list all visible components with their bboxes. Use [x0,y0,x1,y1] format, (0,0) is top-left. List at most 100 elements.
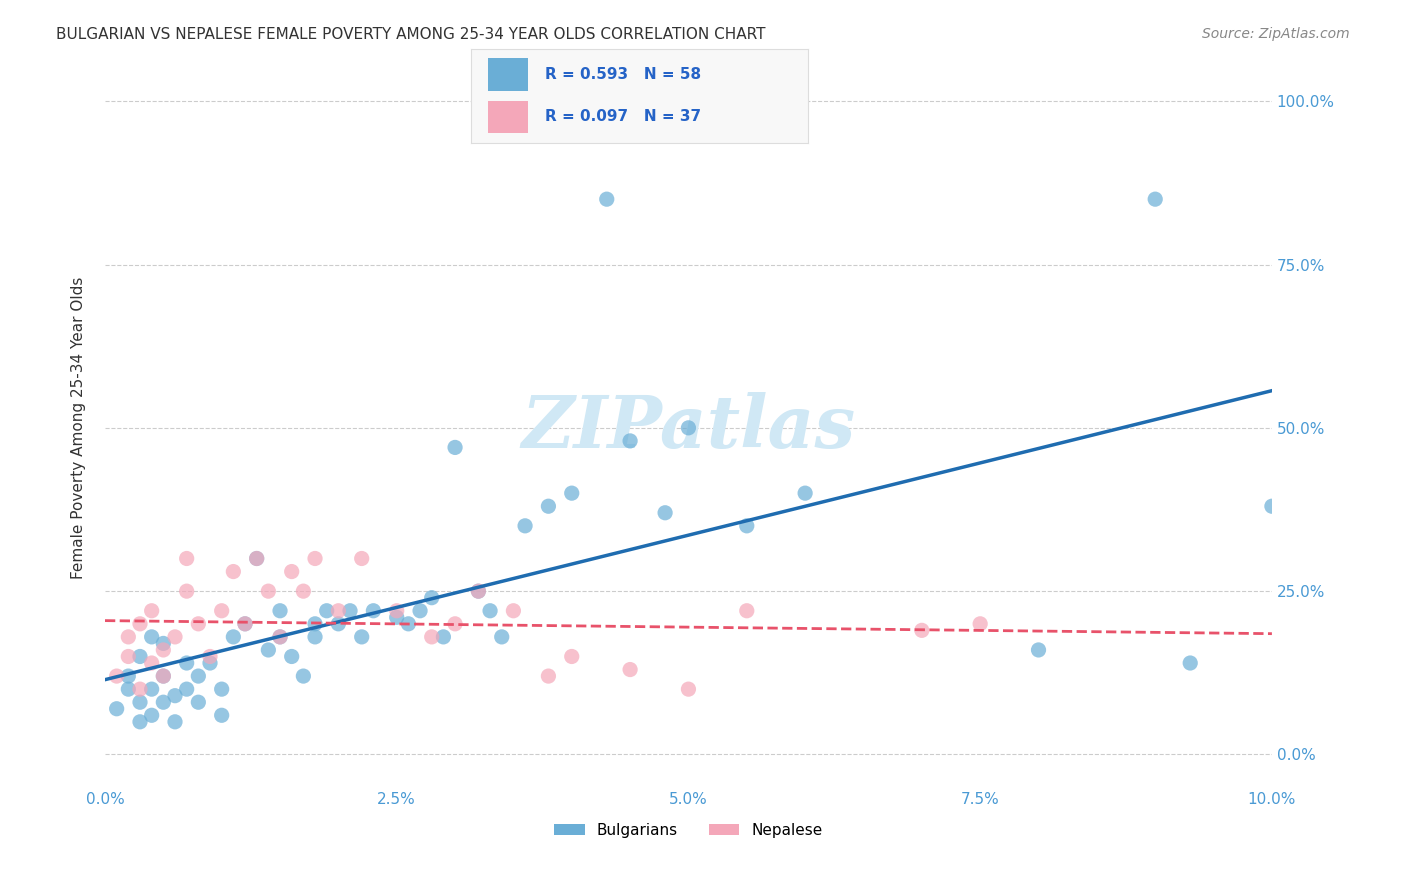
Text: R = 0.593   N = 58: R = 0.593 N = 58 [546,67,702,82]
Point [129,682,152,697]
Point [432,630,454,644]
Point [211,604,233,618]
Text: BULGARIAN VS NEPALESE FEMALE POVERTY AMONG 25-34 YEAR OLDS CORRELATION CHART: BULGARIAN VS NEPALESE FEMALE POVERTY AMO… [56,27,766,42]
Point [396,616,419,631]
Point [596,192,619,206]
Point [198,649,221,664]
Point [152,669,174,683]
Point [269,630,291,644]
Point [257,643,280,657]
Point [117,682,139,697]
Point [222,565,245,579]
Point [513,518,536,533]
Point [105,669,128,683]
Point [129,649,152,664]
Point [141,656,163,670]
Point [152,643,174,657]
Text: ZIPatlas: ZIPatlas [522,392,855,463]
Point [269,630,291,644]
Point [794,486,817,500]
Text: R = 0.097   N = 37: R = 0.097 N = 37 [546,109,702,124]
Point [491,630,513,644]
Point [619,434,641,448]
Point [280,649,302,664]
Point [257,584,280,599]
Text: Source: ZipAtlas.com: Source: ZipAtlas.com [1202,27,1350,41]
Point [152,669,174,683]
Point [654,506,676,520]
Point [163,689,186,703]
Point [129,616,152,631]
Point [163,630,186,644]
Point [1144,192,1167,206]
Point [420,591,443,605]
Point [141,604,163,618]
Point [561,649,583,664]
Point [163,714,186,729]
Point [1261,500,1284,514]
Point [211,708,233,723]
Y-axis label: Female Poverty Among 25-34 Year Olds: Female Poverty Among 25-34 Year Olds [72,277,86,579]
Point [176,656,198,670]
Point [292,584,315,599]
Point [233,616,256,631]
Point [304,616,326,631]
Point [198,656,221,670]
Point [176,682,198,697]
Point [479,604,502,618]
Point [328,604,350,618]
Point [315,604,337,618]
Point [246,551,269,566]
Point [467,584,489,599]
Point [117,630,139,644]
Point [420,630,443,644]
Point [537,500,560,514]
Point [292,669,315,683]
Point [187,616,209,631]
Point [187,669,209,683]
Point [735,518,758,533]
Point [233,616,256,631]
Point [502,604,524,618]
Point [444,616,467,631]
Point [678,682,700,697]
Point [969,616,991,631]
Point [117,669,139,683]
Point [328,616,350,631]
Point [187,695,209,709]
Point [678,421,700,435]
Point [350,551,373,566]
FancyBboxPatch shape [488,59,529,91]
Point [211,682,233,697]
Point [467,584,489,599]
Point [222,630,245,644]
Point [619,663,641,677]
Point [537,669,560,683]
Point [152,636,174,650]
Point [1028,643,1050,657]
Point [176,551,198,566]
FancyBboxPatch shape [488,101,529,134]
Point [269,604,291,618]
Point [350,630,373,644]
Point [141,708,163,723]
Point [304,630,326,644]
Point [1180,656,1202,670]
Point [385,604,408,618]
Point [129,714,152,729]
Point [152,695,174,709]
Point [363,604,385,618]
Point [911,624,934,638]
Point [339,604,361,618]
Point [176,584,198,599]
Point [117,649,139,664]
Legend: Bulgarians, Nepalese: Bulgarians, Nepalese [548,817,828,844]
Point [409,604,432,618]
Point [141,682,163,697]
Point [246,551,269,566]
Point [129,695,152,709]
Point [561,486,583,500]
Point [444,441,467,455]
Point [280,565,302,579]
Point [141,630,163,644]
